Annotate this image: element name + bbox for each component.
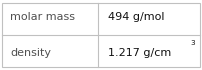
Text: 3: 3 bbox=[191, 40, 195, 46]
FancyBboxPatch shape bbox=[2, 3, 200, 67]
Text: density: density bbox=[10, 48, 51, 57]
Text: 494 g/mol: 494 g/mol bbox=[108, 13, 165, 22]
Text: 1.217 g/cm: 1.217 g/cm bbox=[108, 48, 171, 57]
Text: molar mass: molar mass bbox=[10, 13, 75, 22]
